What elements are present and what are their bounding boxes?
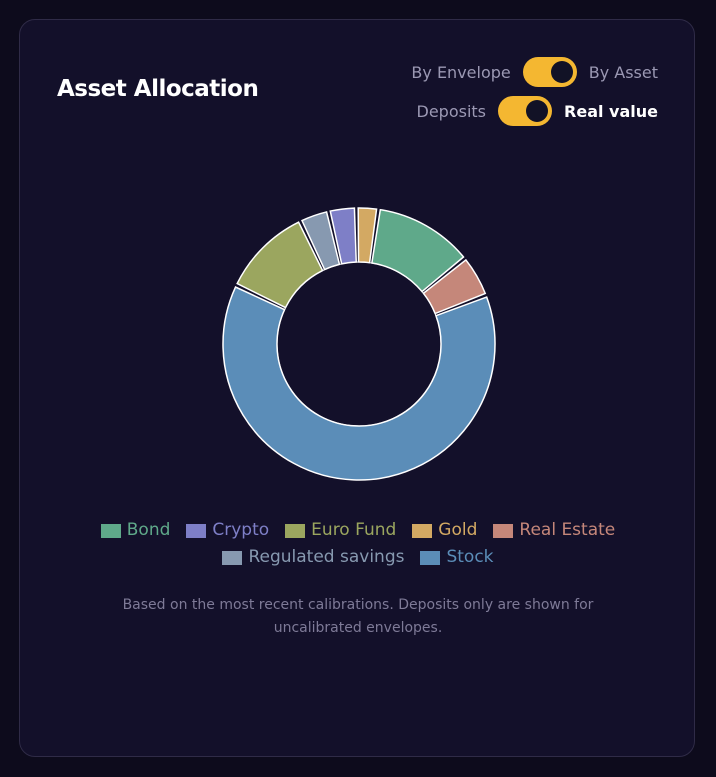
card-title: Asset Allocation	[57, 76, 259, 102]
legend-item-real-estate[interactable]: Real Estate	[493, 521, 615, 540]
legend-item-crypto[interactable]: Crypto	[186, 521, 269, 540]
legend-item-gold[interactable]: Gold	[412, 521, 477, 540]
real-value-label[interactable]: Real value	[564, 101, 658, 121]
legend-swatch	[412, 523, 433, 538]
legend-item-stock[interactable]: Stock	[420, 547, 494, 567]
legend-swatch	[100, 523, 121, 538]
legend-swatch	[285, 523, 306, 538]
legend-swatch	[420, 550, 441, 565]
legend-label: Regulated savings	[248, 547, 405, 567]
donut-chart	[222, 207, 496, 481]
view-mode-toggle-knob	[550, 61, 573, 83]
by-asset-label[interactable]: By Asset	[588, 62, 658, 82]
legend-item-euro-fund[interactable]: Euro Fund	[285, 521, 396, 540]
legend-label: Stock	[446, 547, 494, 567]
donut-hole-outline	[276, 261, 442, 427]
legend-item-bond[interactable]: Bond	[100, 520, 171, 540]
value-toggle-row: Deposits Real value	[417, 96, 658, 126]
deposits-label[interactable]: Deposits	[416, 101, 487, 121]
legend-label: Crypto	[212, 520, 270, 540]
legend-label: Euro Fund	[311, 520, 397, 540]
asset-allocation-card: Asset Allocation By Envelope By Asset De…	[19, 19, 695, 757]
value-mode-toggle[interactable]	[498, 96, 553, 126]
legend-item-regulated-savings[interactable]: Regulated savings	[222, 548, 404, 567]
slice-stock[interactable]	[222, 286, 496, 481]
by-envelope-label[interactable]: By Envelope	[411, 62, 511, 82]
legend-swatch	[493, 523, 514, 538]
chart-legend: Bond Crypto Euro Fund Gold Real Estate Regula…	[60, 521, 656, 567]
view-mode-toggle[interactable]	[522, 57, 577, 87]
legend-label: Bond	[126, 520, 171, 540]
view-toggle-row: By Envelope By Asset	[411, 57, 658, 87]
value-mode-toggle-knob	[526, 100, 549, 122]
legend-label: Real Estate	[519, 520, 616, 540]
legend-swatch	[186, 523, 207, 538]
legend-label: Gold	[438, 520, 478, 540]
legend-swatch	[222, 550, 243, 565]
calibration-note: Based on the most recent calibrations. D…	[122, 597, 594, 636]
